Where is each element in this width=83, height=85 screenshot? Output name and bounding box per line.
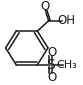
Text: O: O [41,0,50,13]
Text: S: S [46,58,55,72]
Text: O: O [48,71,57,84]
Text: O: O [48,46,57,59]
Text: OH: OH [57,14,75,27]
Text: CH₃: CH₃ [57,60,78,70]
